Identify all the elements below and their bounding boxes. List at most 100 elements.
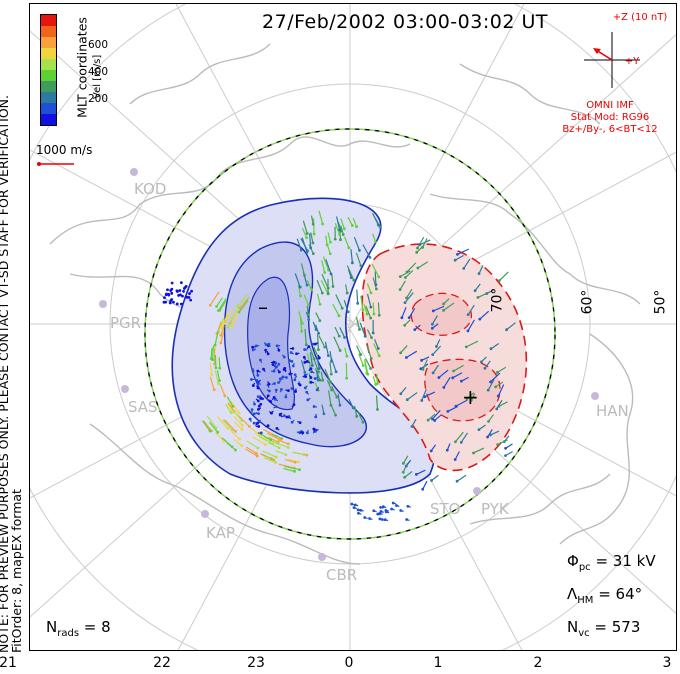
vector-origin — [305, 283, 309, 287]
velocity-vector — [325, 235, 328, 246]
station-han: HAN — [596, 402, 629, 420]
vector-origin — [495, 371, 499, 374]
velocity-vector — [335, 294, 343, 309]
vector-origin — [399, 509, 403, 512]
velocity-vector — [214, 370, 219, 384]
velocity-vector — [372, 302, 375, 315]
velocity-vector — [467, 304, 475, 315]
vector-origin — [318, 378, 322, 382]
vector-origin — [267, 342, 271, 346]
velocity-vector — [238, 299, 249, 313]
vector-origin — [293, 460, 297, 464]
velocity-vector — [339, 327, 346, 338]
velocity-vector — [431, 474, 439, 481]
vector-origin — [272, 369, 276, 373]
vector-origin — [306, 398, 310, 402]
vector-origin — [477, 428, 481, 432]
colorbar-segment — [41, 70, 56, 81]
velocity-vector — [217, 298, 227, 311]
vector-origin — [410, 425, 414, 428]
vector-origin — [464, 345, 468, 349]
velocity-colorbar — [40, 14, 57, 126]
velocity-vector — [316, 279, 323, 294]
velocity-vector — [224, 419, 236, 432]
vector-origin — [414, 473, 418, 476]
vector-origin — [269, 400, 273, 403]
vector-origin — [486, 388, 490, 392]
vector-origin — [401, 470, 405, 474]
vector-origin — [310, 364, 314, 367]
vector-origin — [328, 252, 332, 256]
vector-origin — [340, 306, 344, 310]
vector-origin — [466, 329, 470, 333]
vector-origin — [309, 246, 313, 250]
vector-origin — [489, 380, 492, 384]
velocity-vector — [249, 426, 262, 436]
velocity-vector — [347, 269, 352, 278]
vector-origin — [315, 388, 319, 392]
vector-origin — [168, 301, 172, 305]
vector-origin — [381, 505, 385, 509]
velocity-vector — [354, 405, 358, 417]
vector-origin — [259, 431, 263, 435]
vector-origin — [497, 279, 501, 283]
velocity-vector — [216, 370, 221, 381]
velocity-vector — [366, 345, 372, 359]
scale-vector-label: 1000 m/s — [36, 143, 93, 157]
vector-origin — [400, 316, 404, 320]
vector-origin — [238, 437, 242, 441]
vector-origin — [325, 243, 329, 247]
velocity-vector — [237, 414, 250, 427]
vector-origin — [250, 378, 253, 381]
velocity-vector — [258, 435, 274, 445]
vector-origin — [350, 261, 354, 265]
stat-nrads: Nrads = 8 — [46, 618, 111, 639]
vector-origin — [273, 382, 276, 385]
vector-origin — [178, 289, 182, 292]
velocity-vector — [365, 358, 372, 369]
imf-model-1: Stat Mod: RG96 — [570, 112, 650, 123]
vector-origin — [341, 233, 345, 236]
velocity-vector — [226, 403, 234, 413]
vector-origin — [298, 468, 301, 472]
vector-origin — [214, 426, 218, 430]
velocity-vector — [231, 431, 241, 440]
vector-origin — [312, 427, 316, 431]
velocity-vector — [301, 227, 308, 238]
vector-origin — [331, 285, 335, 288]
velocity-vector — [219, 383, 226, 397]
vector-origin — [274, 455, 278, 459]
vector-origin — [216, 430, 220, 434]
vector-origin — [368, 256, 372, 259]
vector-origin — [329, 380, 333, 384]
side-note: NOTE: FOR PREVIEW PURPOSES ONLY. PLEASE … — [0, 13, 24, 653]
velocity-vector — [404, 471, 413, 478]
vector-origin — [337, 334, 341, 338]
vector-origin — [303, 370, 307, 374]
vector-origin — [317, 370, 321, 374]
velocity-vector — [372, 233, 377, 243]
vector-origin — [329, 272, 333, 276]
velocity-vector — [344, 236, 350, 249]
vector-origin — [430, 326, 434, 330]
velocity-vector — [454, 431, 464, 443]
velocity-vector — [357, 411, 364, 423]
vector-origin — [295, 352, 298, 356]
vector-origin — [256, 373, 260, 377]
vector-origin — [282, 355, 286, 359]
vector-origin — [297, 460, 300, 464]
vector-origin — [271, 442, 275, 446]
vector-origin — [339, 238, 342, 242]
velocity-vector — [277, 443, 289, 449]
vector-origin — [345, 376, 349, 380]
vector-origin — [352, 278, 356, 282]
velocity-vector — [252, 436, 266, 446]
vector-origin — [256, 399, 260, 403]
velocity-vector — [495, 381, 504, 388]
vector-origin — [285, 376, 288, 379]
velocity-vector — [417, 261, 429, 269]
vector-origin — [338, 349, 342, 352]
velocity-vector — [374, 271, 377, 285]
velocity-vector — [431, 315, 438, 325]
velocity-vector — [268, 436, 279, 443]
